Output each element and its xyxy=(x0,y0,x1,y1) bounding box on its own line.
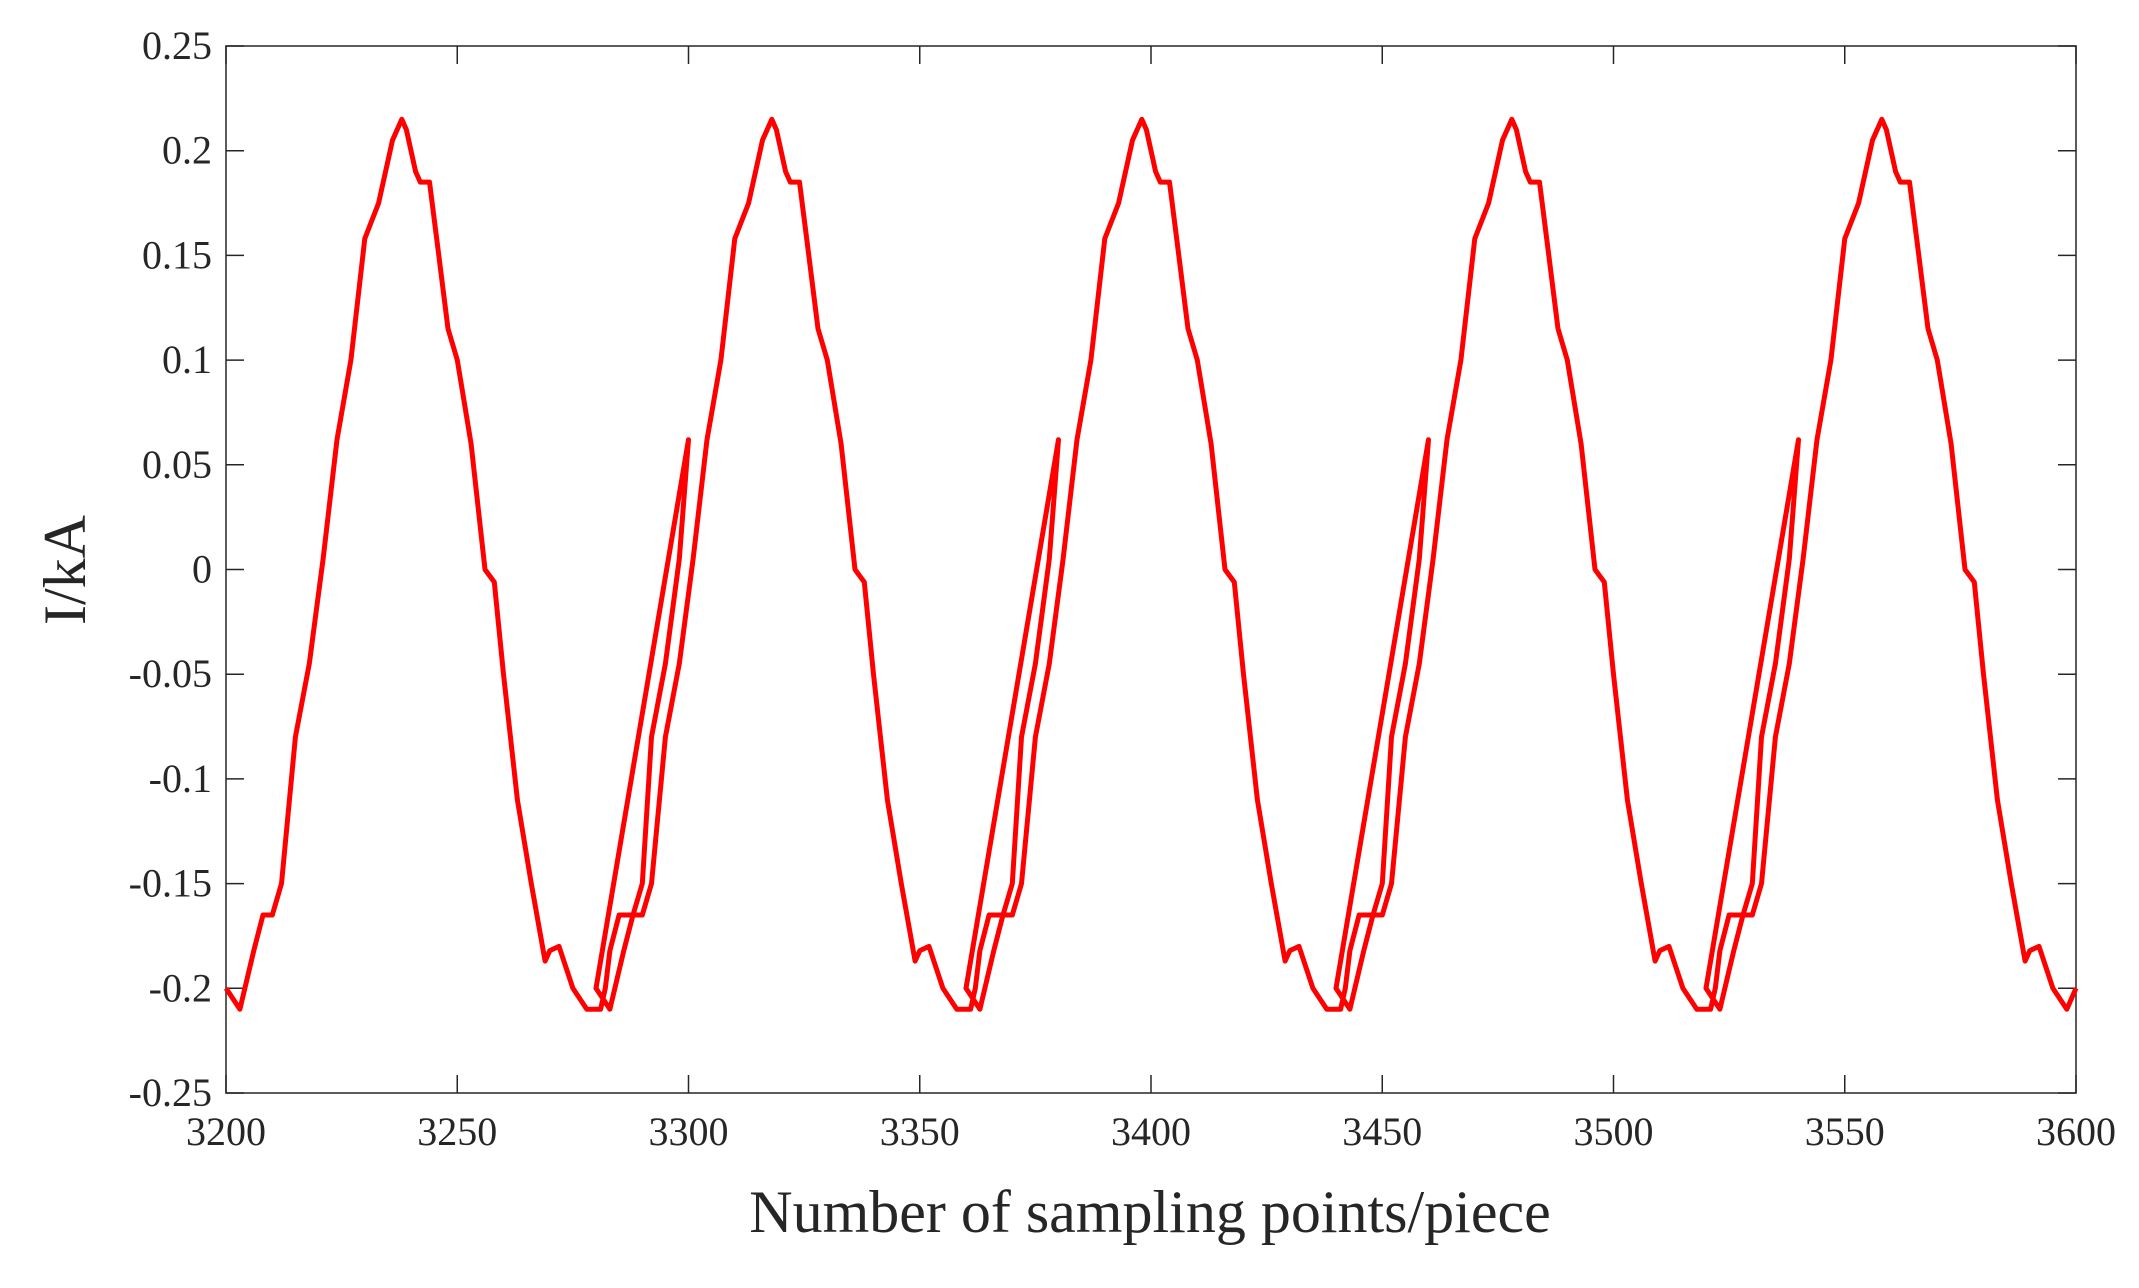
y-tick-label: -0.25 xyxy=(129,1070,212,1115)
x-tick-label: 3450 xyxy=(1342,1109,1422,1154)
y-tick-label: -0.15 xyxy=(129,861,212,906)
y-tick-label: -0.05 xyxy=(129,651,212,696)
y-tick-label: 0.2 xyxy=(162,128,212,173)
x-axis-label: Number of sampling points/piece xyxy=(749,1179,1551,1245)
series-line xyxy=(223,116,2079,1012)
x-tick-label: 3250 xyxy=(417,1109,497,1154)
x-tick-label: 3400 xyxy=(1111,1109,1191,1154)
x-tick-label: 3500 xyxy=(1574,1109,1654,1154)
y-tick-label: 0.15 xyxy=(142,232,212,277)
y-tick-label: 0 xyxy=(192,547,212,592)
series-group xyxy=(223,116,2079,1012)
x-tick-label: 3600 xyxy=(2036,1109,2116,1154)
y-axis-label: I/kA xyxy=(32,515,98,625)
y-axis-ticks: 0.25 0.2 0.15 0.1 0.05 0 -0.05 -0.1 -0.15 -0.2 -0.… xyxy=(129,23,2076,1115)
x-tick-label: 3350 xyxy=(880,1109,960,1154)
y-tick-label: 0.05 xyxy=(142,442,212,487)
plot-area xyxy=(225,45,2077,1094)
y-tick-label: 0.1 xyxy=(162,337,212,382)
y-tick-label: -0.1 xyxy=(149,756,212,801)
x-tick-label: 3200 xyxy=(186,1109,266,1154)
x-tick-label: 3300 xyxy=(649,1109,729,1154)
y-tick-label: 0.25 xyxy=(142,23,212,68)
x-axis-ticks: 3200 3250 3300 3350 3400 3450 3500 3550 3600 xyxy=(186,46,2116,1154)
y-tick-label: -0.2 xyxy=(149,965,212,1010)
x-tick-label: 3550 xyxy=(1805,1109,1885,1154)
